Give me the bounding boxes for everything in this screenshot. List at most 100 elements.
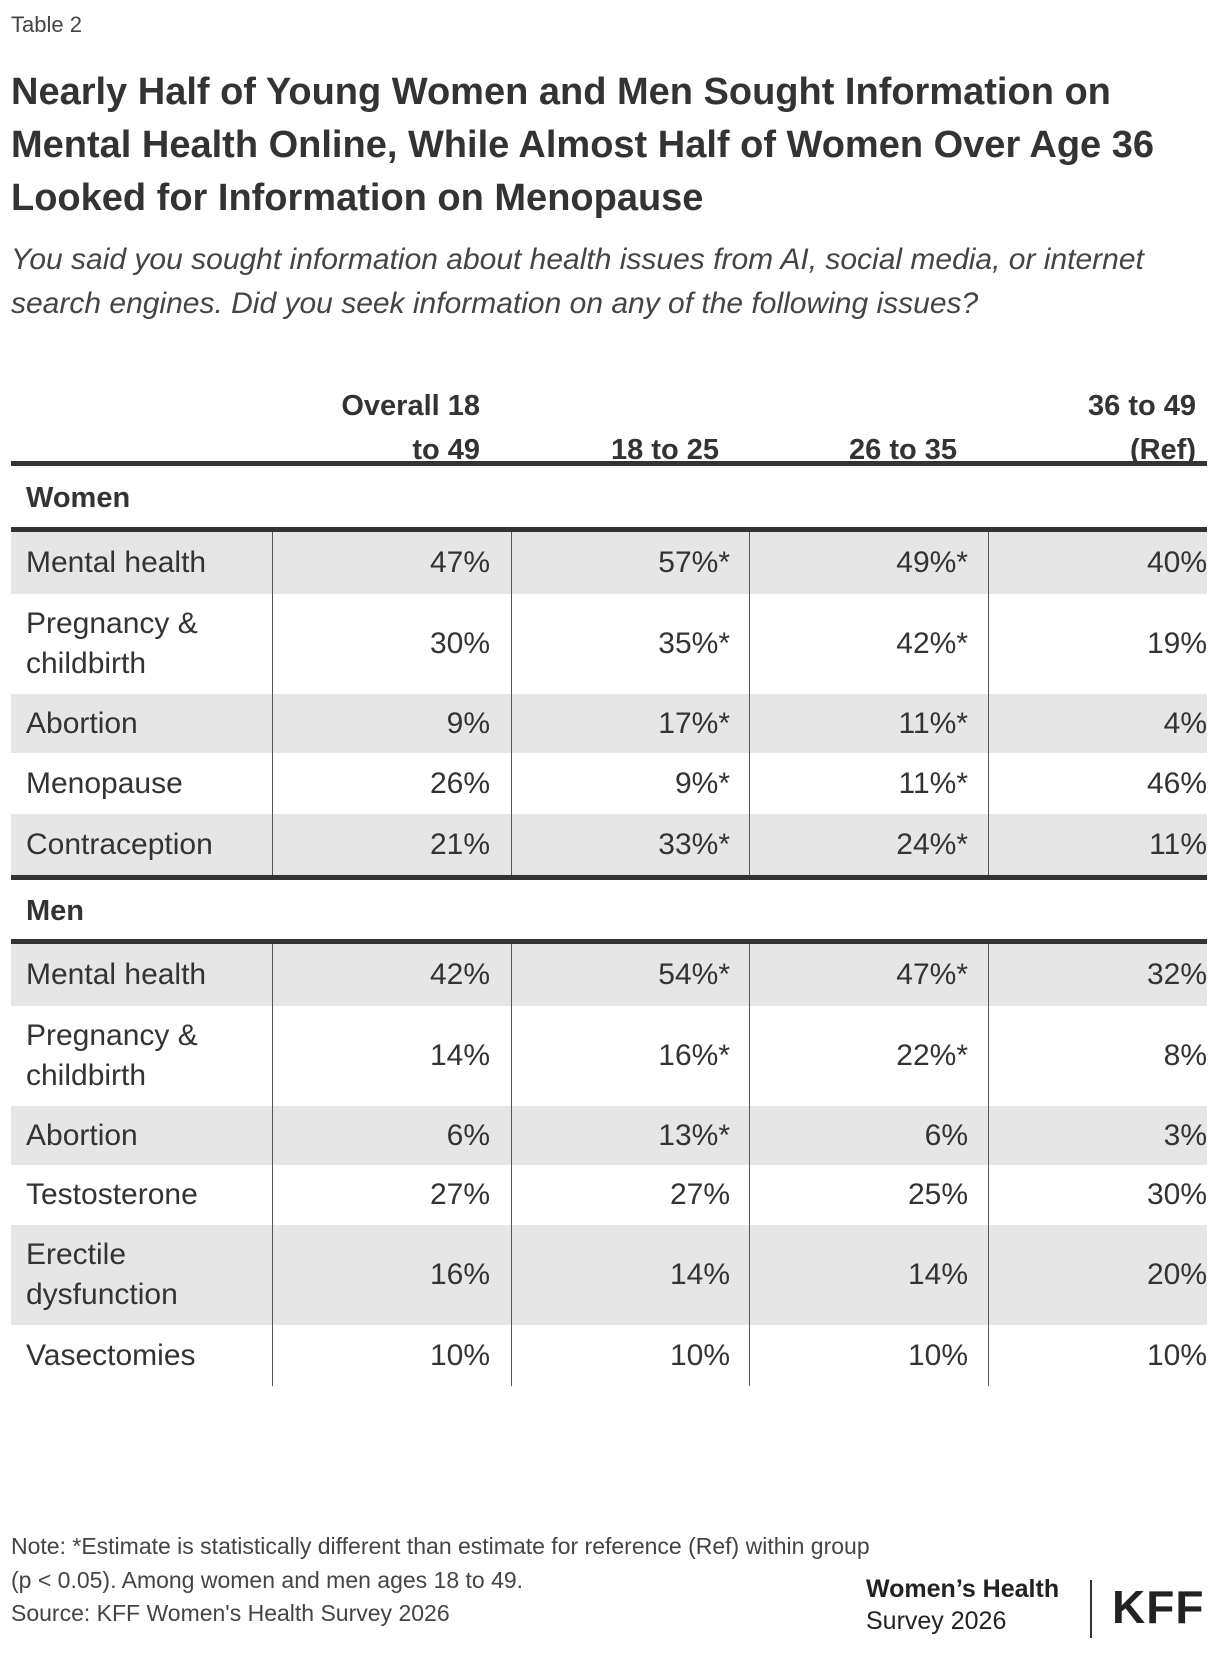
column-divider: [749, 1006, 750, 1106]
column-divider: [988, 753, 989, 814]
source-line: Source: KFF Women's Health Survey 2026: [11, 1600, 450, 1626]
column-divider: [511, 1325, 512, 1386]
column-divider: [988, 1006, 989, 1106]
row-label: Abortion: [26, 706, 138, 740]
value-cell: 21%: [429, 827, 490, 861]
column-divider: [511, 694, 512, 753]
column-divider: [749, 944, 750, 1006]
value-cell: 26%: [429, 766, 490, 800]
column-divider: [511, 814, 512, 875]
women-group-header-rule: [11, 527, 1207, 532]
value-cell: 20%: [1146, 1258, 1207, 1291]
table-row: Mental health 47% 57%* 49%* 40%: [11, 532, 1207, 594]
survey-brand-line2: Survey 2026: [866, 1607, 1007, 1635]
row-label: Abortion: [26, 1118, 138, 1152]
column-divider: [511, 594, 512, 694]
column-divider: [272, 1106, 273, 1165]
column-divider: [272, 594, 273, 694]
value-cell: 16%*: [658, 1039, 730, 1072]
value-cell: 42%: [429, 958, 490, 991]
value-cell: 11%*: [898, 766, 969, 800]
column-divider: [749, 1225, 750, 1325]
row-label: Mental health: [26, 546, 207, 579]
value-cell: 10%: [669, 1338, 730, 1372]
column-divider: [511, 1225, 512, 1325]
column-divider: [272, 1225, 273, 1325]
value-cell: 40%: [1146, 546, 1207, 579]
value-cell: 8%: [1163, 1039, 1207, 1072]
column-divider: [988, 1106, 989, 1165]
value-cell: 27%: [669, 1178, 730, 1211]
column-divider: [988, 1165, 989, 1225]
value-cell: 14%: [669, 1258, 730, 1291]
value-cell: 14%: [907, 1258, 968, 1291]
value-cell: 14%: [429, 1039, 490, 1072]
value-cell: 19%: [1146, 627, 1207, 660]
column-divider: [272, 1006, 273, 1106]
column-divider: [511, 1006, 512, 1106]
men-group-label: Men: [26, 895, 84, 927]
column-divider: [749, 1325, 750, 1386]
table-row: Vasectomies 10% 10% 10% 10%: [11, 1325, 1207, 1386]
value-cell: 24%*: [896, 827, 968, 861]
row-label: Vasectomies: [26, 1338, 196, 1372]
table-row: Abortion 6% 13%* 6% 3%: [11, 1106, 1207, 1165]
column-divider: [988, 532, 989, 594]
value-cell: 9%: [446, 706, 490, 740]
column-divider: [272, 814, 273, 875]
value-cell: 9%*: [674, 766, 730, 800]
row-label: Contraception: [26, 827, 213, 861]
row-label: Testosterone: [26, 1178, 198, 1211]
table-row: Pregnancy & childbirth 30% 35%* 42%* 19%: [11, 594, 1207, 694]
value-cell: 47%*: [896, 958, 968, 991]
value-cell: 57%*: [658, 546, 730, 579]
table-row: Pregnancy & childbirth 14% 16%* 22%* 8%: [11, 1006, 1207, 1106]
table-row: Erectile dysfunction 16% 14% 14% 20%: [11, 1225, 1207, 1325]
women-group-top-rule: [11, 461, 1207, 466]
value-cell: 30%: [429, 627, 490, 660]
page-title: Nearly Half of Young Women and Men Sough…: [11, 71, 1154, 219]
value-cell: 11%*: [898, 706, 969, 740]
value-cell: 16%: [429, 1258, 490, 1291]
value-cell: 22%*: [896, 1039, 968, 1072]
column-divider: [272, 1165, 273, 1225]
women-group-label: Women: [26, 482, 131, 514]
column-divider: [272, 532, 273, 594]
column-divider: [988, 1225, 989, 1325]
value-cell: 47%: [429, 546, 490, 579]
table-row: Testosterone 27% 27% 25% 30%: [11, 1165, 1207, 1225]
value-cell: 54%*: [658, 958, 730, 991]
row-label: Menopause: [26, 766, 183, 800]
column-divider: [749, 753, 750, 814]
value-cell: 10%: [1146, 1338, 1207, 1372]
column-divider: [749, 694, 750, 753]
value-cell: 35%*: [658, 627, 730, 660]
value-cell: 42%*: [896, 627, 968, 660]
column-header-18-25: 18 to 25: [511, 428, 719, 472]
column-header-overall-line2: to 49: [412, 434, 480, 466]
column-divider: [749, 814, 750, 875]
column-header-overall-line1: Overall 18: [341, 390, 480, 422]
row-label: Pregnancy & childbirth: [26, 1019, 198, 1092]
table-number-label: Table 2: [11, 12, 82, 37]
table-row: Menopause 26% 9%* 11%* 46%: [11, 753, 1207, 814]
table-row: Contraception 21% 33%* 24%* 11%: [11, 814, 1207, 875]
kff-logo: KFF: [1112, 1581, 1205, 1633]
column-divider: [749, 594, 750, 694]
column-divider: [511, 1106, 512, 1165]
value-cell: 30%: [1146, 1178, 1207, 1211]
column-divider: [749, 1106, 750, 1165]
value-cell: 27%: [429, 1178, 490, 1211]
value-cell: 49%*: [896, 546, 968, 579]
survey-question-subtitle: You said you sought information about he…: [11, 243, 1144, 320]
table-row: Mental health 42% 54%* 47%* 32%: [11, 944, 1207, 1006]
value-cell: 32%: [1146, 958, 1207, 991]
table-row: Abortion 9% 17%* 11%* 4%: [11, 694, 1207, 753]
value-cell: 4%: [1163, 706, 1207, 740]
row-label: Mental health: [26, 958, 207, 991]
column-divider: [988, 594, 989, 694]
column-header-26-35: 26 to 35: [749, 428, 957, 472]
value-cell: 6%: [924, 1118, 968, 1152]
row-label: Erectile dysfunction: [26, 1238, 178, 1311]
column-divider: [749, 1165, 750, 1225]
